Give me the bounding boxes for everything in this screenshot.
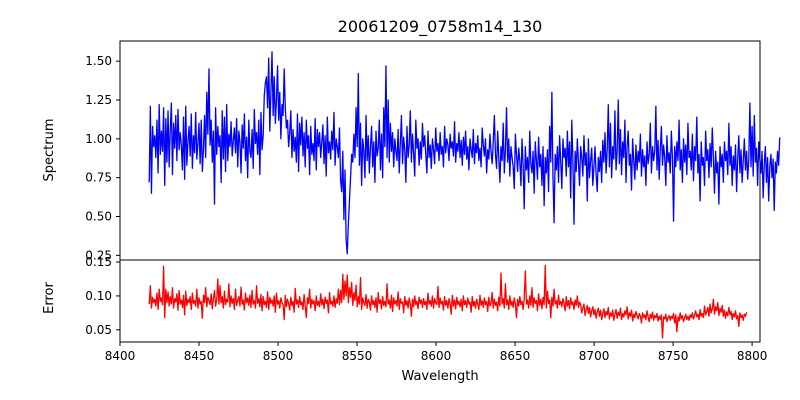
x-tick-label: 8450 [184,349,215,363]
y-tick-label: 0.75 [85,171,112,185]
y-tick-label: 0.15 [85,255,112,269]
x-tick-label: 8650 [500,349,531,363]
error-panel: 0.05 0.10 0.15 8400 8450 8500 8550 8600 8650 8700… [85,255,767,363]
x-tick-label: 8600 [421,349,452,363]
y-tick-label: 0.50 [85,210,112,224]
x-tick-label: 8400 [105,349,136,363]
x-tick-label: 8550 [342,349,373,363]
y-tick-label: 1.50 [85,54,112,68]
y-tick-label: 0.25 [85,248,112,262]
x-tick-label: 8800 [737,349,768,363]
spectrum-y-axis-label: Spectrum [42,119,57,182]
chart-title: 20061209_0758m14_130 [338,17,543,37]
spectrum-panel: 0.25 0.50 0.75 1.00 1.25 1.50 [85,40,781,262]
y-tick-label: 0.05 [85,323,112,337]
x-axis-label: Wavelength [401,369,478,384]
x-tick-label: 8750 [658,349,689,363]
series-line-spectrum [148,51,781,255]
series-line-error [148,264,748,339]
x-tick-label: 8500 [263,349,294,363]
y-tick-label: 0.10 [85,289,112,303]
x-tick-label: 8700 [579,349,610,363]
axes-frame [119,259,761,343]
y-tick-label: 1.25 [85,93,112,107]
y-tick-label: 1.00 [85,132,112,146]
error-y-axis-label: Error [42,282,57,314]
